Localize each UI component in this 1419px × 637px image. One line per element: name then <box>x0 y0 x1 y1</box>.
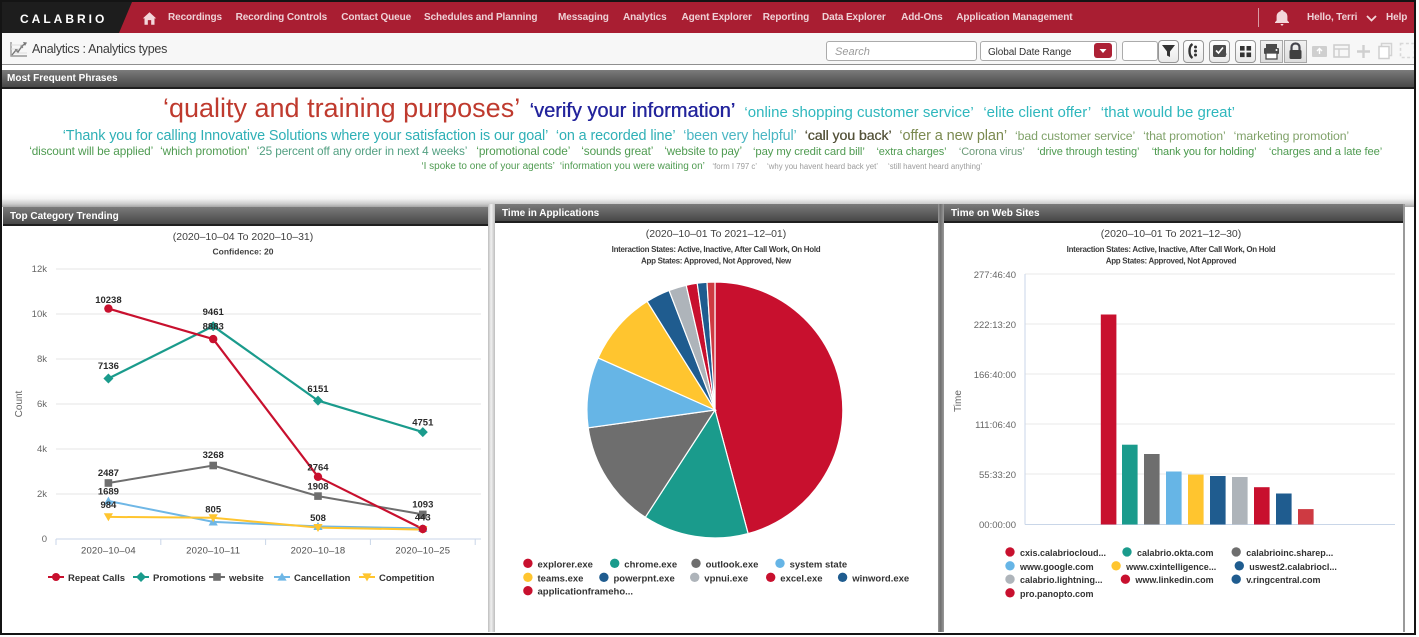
svg-text:443: 443 <box>415 513 431 524</box>
svg-text:12k: 12k <box>32 264 48 275</box>
svg-text:Promotions: Promotions <box>153 573 206 584</box>
svg-text:2020–10–11: 2020–10–11 <box>186 546 240 557</box>
svg-text:applicationframeho...: applicationframeho... <box>538 587 634 598</box>
svg-text:111:06:40: 111:06:40 <box>975 420 1016 431</box>
svg-text:508: 508 <box>310 513 326 524</box>
svg-text:excel.exe: excel.exe <box>780 573 822 584</box>
svg-text:984: 984 <box>100 500 117 511</box>
svg-text:(2020–10–04 To 2020–10–31): (2020–10–04 To 2020–10–31) <box>173 231 314 243</box>
svg-text:App States: Approved, Not Appr: App States: Approved, Not Approved <box>1106 257 1237 266</box>
svg-text:1908: 1908 <box>307 482 328 493</box>
svg-text:v.ringcentral.com: v.ringcentral.com <box>1246 575 1320 585</box>
svg-text:powerpnt.exe: powerpnt.exe <box>614 573 675 584</box>
svg-text:vpnui.exe: vpnui.exe <box>704 573 748 584</box>
svg-text:(2020–10–01 To 2021–12–01): (2020–10–01 To 2021–12–01) <box>646 228 787 240</box>
svg-text:App States: Approved, Not Appr: App States: Approved, Not Approved, New <box>641 257 792 266</box>
svg-text:Cancellation: Cancellation <box>294 573 351 584</box>
svg-text:Count: Count <box>14 390 25 417</box>
svg-text:Time: Time <box>953 390 964 412</box>
svg-text:pro.panopto.com: pro.panopto.com <box>1020 589 1094 599</box>
svg-text:calabrio.lightning...: calabrio.lightning... <box>1020 575 1103 585</box>
svg-text:7136: 7136 <box>98 361 119 372</box>
svg-text:winword.exe: winword.exe <box>851 573 909 584</box>
svg-text:6151: 6151 <box>307 384 329 395</box>
svg-text:teams.exe: teams.exe <box>538 573 584 584</box>
svg-text:2487: 2487 <box>98 468 119 479</box>
svg-text:4k: 4k <box>37 444 47 455</box>
svg-text:2k: 2k <box>37 489 47 500</box>
svg-text:explorer.exe: explorer.exe <box>538 559 593 570</box>
svg-text:10k: 10k <box>32 309 48 320</box>
svg-text:calabrio.okta.com: calabrio.okta.com <box>1137 548 1214 558</box>
svg-text:system state: system state <box>790 559 848 570</box>
svg-text:cxis.calabriocloud...: cxis.calabriocloud... <box>1020 548 1106 558</box>
svg-text:6k: 6k <box>37 399 47 410</box>
svg-text:10238: 10238 <box>95 295 121 306</box>
svg-text:Interaction States: Active, In: Interaction States: Active, Inactive, Af… <box>1067 245 1276 254</box>
svg-text:1093: 1093 <box>412 500 433 511</box>
svg-text:chrome.exe: chrome.exe <box>624 559 677 570</box>
svg-text:Confidence: 20: Confidence: 20 <box>213 247 274 257</box>
svg-text:8883: 8883 <box>203 322 224 333</box>
svg-text:8k: 8k <box>37 354 47 365</box>
svg-text:1689: 1689 <box>98 487 119 498</box>
svg-text:www.linkedin.com: www.linkedin.com <box>1134 575 1213 585</box>
svg-text:805: 805 <box>205 505 222 516</box>
svg-text:2020–10–18: 2020–10–18 <box>291 546 346 557</box>
svg-text:00:00:00: 00:00:00 <box>979 520 1016 531</box>
svg-text:website: website <box>228 573 264 584</box>
svg-text:2020–10–25: 2020–10–25 <box>395 546 450 557</box>
svg-text:outlook.exe: outlook.exe <box>706 559 759 570</box>
svg-text:calabrioinc.sharep...: calabrioinc.sharep... <box>1246 548 1333 558</box>
svg-text:166:40:00: 166:40:00 <box>974 370 1016 381</box>
svg-text:2764: 2764 <box>307 463 329 474</box>
svg-text:www.google.com: www.google.com <box>1019 562 1094 572</box>
svg-text:Competition: Competition <box>379 573 435 584</box>
svg-text:uswest2.calabriocl...: uswest2.calabriocl... <box>1249 562 1337 572</box>
svg-text:3268: 3268 <box>203 450 224 461</box>
svg-text:Repeat Calls: Repeat Calls <box>68 573 125 584</box>
svg-text:4751: 4751 <box>412 418 434 429</box>
svg-text:Interaction States: Active, In: Interaction States: Active, Inactive, Af… <box>612 245 821 254</box>
svg-text:www.cxintelligence...: www.cxintelligence... <box>1125 562 1216 572</box>
svg-text:55:33:20: 55:33:20 <box>979 470 1016 481</box>
svg-text:9461: 9461 <box>203 307 225 318</box>
svg-text:222:13:20: 222:13:20 <box>974 320 1016 331</box>
svg-text:277:46:40: 277:46:40 <box>974 270 1016 281</box>
svg-text:0: 0 <box>42 534 47 545</box>
svg-text:2020–10–04: 2020–10–04 <box>81 546 136 557</box>
svg-text:(2020–10–01 To 2021–12–30): (2020–10–01 To 2021–12–30) <box>1101 228 1242 240</box>
